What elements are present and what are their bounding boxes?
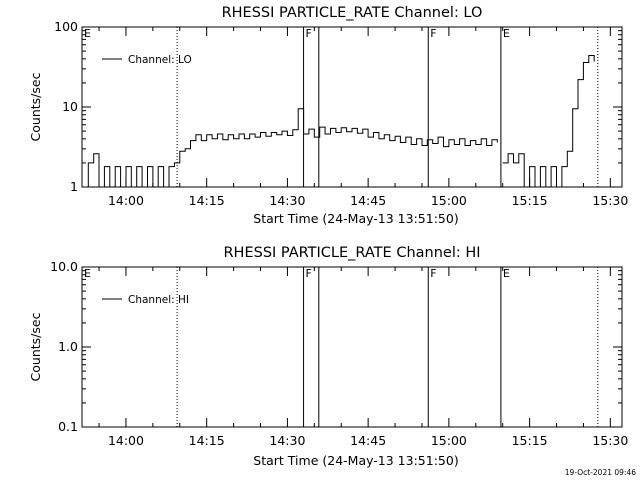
plot-frame [81,26,623,188]
marker-label: E [503,27,510,40]
x-tick-label: 14:30 [269,193,305,208]
x-axis-label: Start Time (24-May-13 13:51:50) [253,453,458,468]
marker-label: F [306,267,312,280]
y-tick-label: 1 [70,179,78,194]
x-tick-label: 15:30 [592,433,628,448]
x-tick-label: 14:45 [350,193,386,208]
footer-timestamp: 19-Oct-2021 09:46 [565,468,636,477]
chart-panel-1: RHESSI PARTICLE_RATE Channel: HI 0.1 1.0 10… [28,245,628,468]
x-tick-label: 14:00 [108,193,144,208]
x-tick-label: 14:45 [350,433,386,448]
series-line-segment [82,108,498,188]
y-axis-label: Counts/sec [28,312,43,381]
marker-label: E [84,27,91,40]
y-tick-label: 1.0 [58,339,78,354]
y-tick-label: 10 [62,99,78,114]
x-tick-label: 15:00 [431,433,467,448]
marker-label: F [430,27,436,40]
x-tick-label: 15:15 [512,433,548,448]
marker-label: E [84,267,91,280]
y-tick-label: 0.1 [58,419,78,434]
marker-label: F [306,27,312,40]
y-tick-label: 100 [54,19,78,34]
legend-entry: Channel: LO [128,54,192,66]
x-tick-label: 14:15 [189,193,225,208]
x-tick-label: 15:15 [512,193,548,208]
x-tick-label: 15:00 [431,193,467,208]
y-axis-label: Counts/sec [28,72,43,141]
series-line-segment [502,55,595,188]
plot-frame [81,266,623,428]
marker-label: F [430,267,436,280]
chart-panel-0: RHESSI PARTICLE_RATE Channel: LO 1 10 100 14… [28,5,628,226]
x-tick-label: 15:30 [592,193,628,208]
x-tick-label: 14:30 [269,433,305,448]
x-tick-label: 14:15 [189,433,225,448]
marker-label: E [503,267,510,280]
x-tick-label: 14:00 [108,433,144,448]
chart-title: RHESSI PARTICLE_RATE Channel: LO [222,5,483,21]
x-axis-label: Start Time (24-May-13 13:51:50) [253,211,458,226]
chart-title: RHESSI PARTICLE_RATE Channel: HI [223,245,480,261]
y-tick-label: 10.0 [50,259,78,274]
legend-entry: Channel: HI [128,294,189,306]
